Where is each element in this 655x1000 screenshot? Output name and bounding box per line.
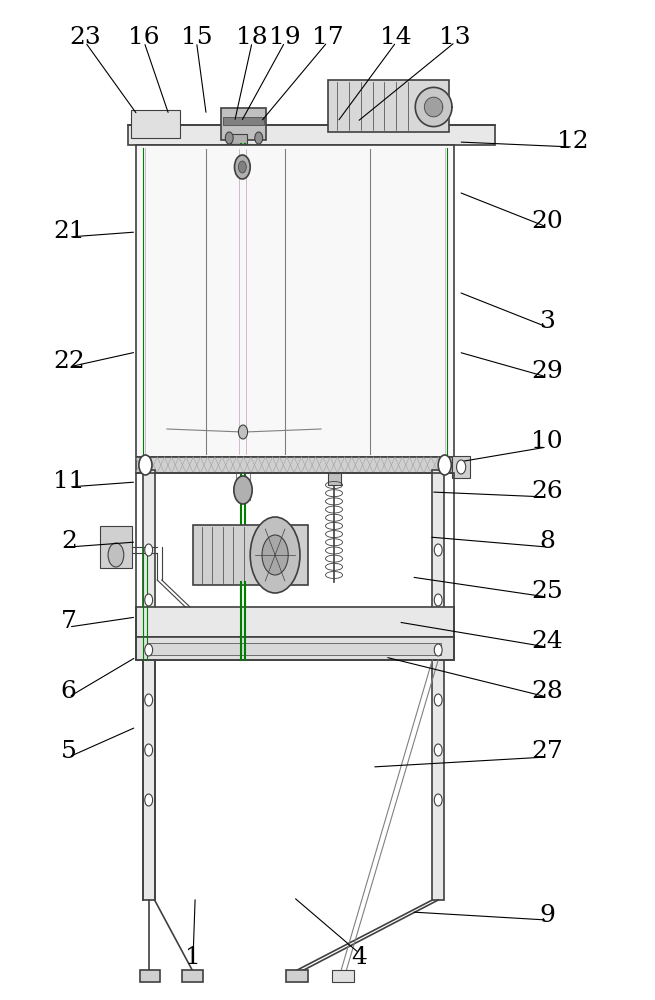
Text: 14: 14 (381, 25, 412, 48)
Bar (328, 473, 341, 485)
Bar (182, 970, 203, 982)
Bar (432, 470, 444, 900)
Text: 13: 13 (440, 25, 471, 48)
Circle shape (262, 535, 288, 575)
Circle shape (434, 644, 442, 656)
Bar (233, 144, 252, 160)
Circle shape (139, 455, 152, 475)
Bar (136, 637, 454, 660)
Bar (128, 125, 495, 145)
Circle shape (250, 517, 300, 593)
Text: 12: 12 (557, 130, 589, 153)
Circle shape (238, 161, 246, 173)
Text: 23: 23 (69, 25, 101, 48)
Bar (452, 456, 470, 478)
Bar (328, 80, 449, 132)
Circle shape (238, 425, 248, 439)
Circle shape (434, 794, 442, 806)
Polygon shape (424, 97, 443, 117)
Circle shape (145, 594, 153, 606)
Text: 29: 29 (531, 360, 563, 383)
Text: 15: 15 (181, 25, 212, 48)
Bar (231, 134, 247, 144)
Bar (223, 117, 264, 125)
Text: 8: 8 (539, 530, 555, 554)
Bar (136, 145, 454, 457)
Text: 22: 22 (53, 351, 84, 373)
Text: 25: 25 (531, 580, 563, 603)
Bar (131, 110, 180, 138)
Circle shape (434, 694, 442, 706)
Bar (286, 970, 308, 982)
Circle shape (145, 544, 153, 556)
Bar (143, 470, 155, 900)
Circle shape (108, 543, 124, 567)
Text: 6: 6 (61, 680, 77, 704)
Circle shape (434, 594, 442, 606)
Circle shape (145, 794, 153, 806)
Text: 10: 10 (531, 430, 563, 454)
Circle shape (434, 544, 442, 556)
Text: 9: 9 (539, 904, 555, 926)
Bar (136, 473, 454, 660)
Text: 19: 19 (269, 25, 301, 48)
Circle shape (457, 460, 466, 474)
Polygon shape (415, 87, 452, 127)
Text: 16: 16 (128, 25, 160, 48)
Bar (140, 970, 160, 982)
Text: 7: 7 (61, 610, 77, 634)
Circle shape (225, 132, 233, 144)
Text: 4: 4 (351, 946, 367, 970)
Text: 18: 18 (236, 25, 268, 48)
Bar (136, 607, 454, 637)
Text: 20: 20 (531, 211, 563, 233)
Text: 21: 21 (53, 221, 84, 243)
Bar (193, 525, 308, 585)
Circle shape (438, 455, 451, 475)
Text: 27: 27 (531, 740, 563, 764)
Bar (136, 457, 454, 473)
Circle shape (145, 744, 153, 756)
Text: 17: 17 (312, 25, 343, 48)
Text: 26: 26 (531, 481, 563, 504)
Circle shape (145, 694, 153, 706)
Bar (221, 108, 266, 140)
Circle shape (434, 744, 442, 756)
Circle shape (234, 155, 250, 179)
Text: 2: 2 (61, 530, 77, 554)
Circle shape (234, 476, 252, 504)
Text: 11: 11 (53, 471, 84, 493)
Text: 1: 1 (185, 946, 201, 970)
Text: 3: 3 (539, 310, 555, 334)
Bar (100, 526, 132, 568)
Bar (332, 970, 354, 982)
Text: 5: 5 (61, 740, 77, 764)
Bar (147, 643, 441, 655)
Text: 24: 24 (531, 631, 563, 654)
Circle shape (145, 644, 153, 656)
Circle shape (255, 132, 263, 144)
Text: 28: 28 (531, 680, 563, 704)
